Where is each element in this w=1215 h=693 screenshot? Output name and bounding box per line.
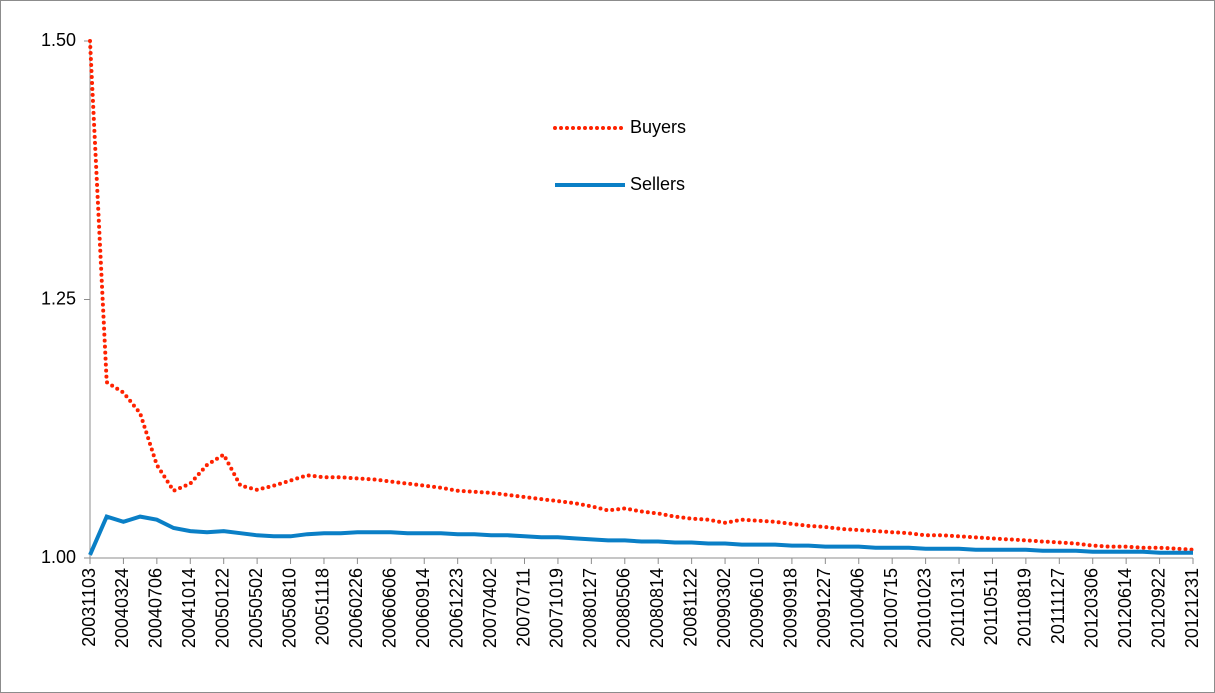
x-tick-label: 20060606 [380,568,400,648]
x-tick-label: 20040706 [146,568,166,648]
x-tick-label: 20080814 [647,568,667,648]
x-tick-label: 20110131 [948,568,968,647]
x-tick-label: 20041014 [179,568,199,648]
x-tick-label: 20091227 [814,568,834,648]
x-tick-label: 20070402 [480,568,500,648]
x-tick-label: 20081122 [680,568,700,647]
x-tick-label: 20090610 [747,568,767,648]
legend-label: Sellers [630,174,685,194]
x-tick-label: 20080127 [580,568,600,648]
x-tick-label: 20061223 [446,568,466,648]
x-tick-label: 20070711 [513,568,533,647]
x-tick-label: 20040324 [112,568,132,648]
x-tick-label: 20031103 [79,568,99,647]
legend-label: Buyers [630,117,686,137]
x-tick-label: 20100715 [881,568,901,648]
x-tick-label: 20101023 [914,568,934,648]
x-tick-label: 20071019 [547,568,567,648]
x-tick-label: 20120614 [1115,568,1135,648]
x-tick-label: 20050502 [246,568,266,648]
x-tick-label: 20121231 [1182,568,1202,648]
x-tick-label: 20090918 [781,568,801,648]
x-tick-label: 20110819 [1015,568,1035,647]
x-tick-label: 20080506 [614,568,634,648]
x-tick-label: 20100406 [848,568,868,648]
x-tick-label: 20050122 [212,568,232,648]
x-tick-label: 20120306 [1081,568,1101,648]
y-tick-label: 1.00 [41,547,76,567]
x-tick-label: 20120922 [1148,568,1168,648]
x-tick-label: 20060914 [413,568,433,648]
y-tick-label: 1.50 [41,30,76,50]
y-tick-label: 1.25 [41,288,76,308]
series-line [88,514,1193,556]
x-tick-label: 20050810 [279,568,299,648]
x-tick-label: 20111127 [1048,568,1068,644]
x-tick-label: 20090302 [714,568,734,648]
x-tick-label: 20110511 [981,568,1001,645]
series-line [88,39,1195,552]
x-tick-label: 20051118 [313,568,333,645]
x-tick-label: 20060226 [346,568,366,648]
